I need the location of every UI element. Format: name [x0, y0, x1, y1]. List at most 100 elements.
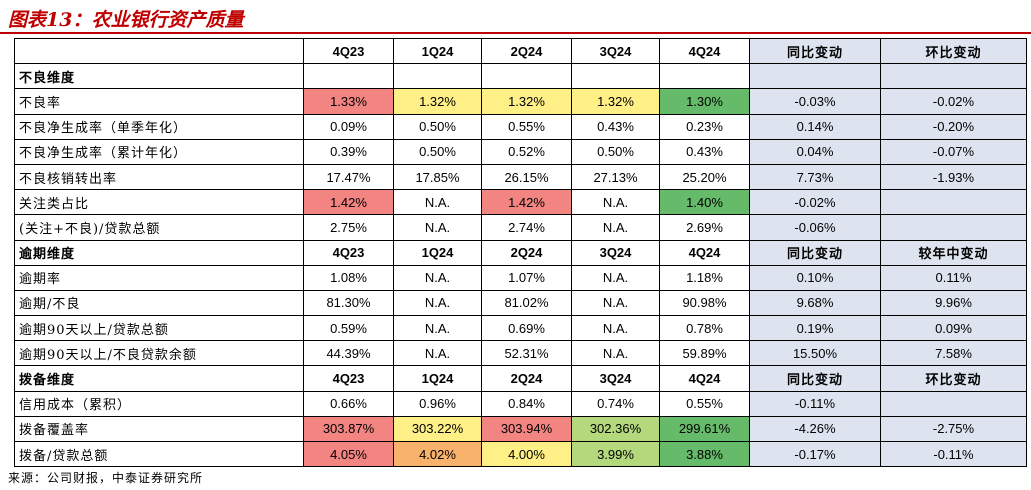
value-cell: 0.43% [571, 113, 660, 140]
value-cell: 4.02% [393, 440, 482, 468]
col-header: 4Q23 [303, 365, 394, 392]
row-label: 拨备覆盖率 [14, 415, 304, 443]
qoq-cell: -1.93% [880, 163, 1027, 191]
value-cell: 2.69% [659, 214, 750, 241]
yoy-cell: 0.10% [749, 264, 881, 291]
value-cell: N.A. [571, 289, 660, 317]
table-row: 不良率 1.33% 1.32% 1.32% 1.32% 1.30% -0.03%… [14, 88, 1027, 115]
row-label: 信用成本（累积） [14, 390, 304, 417]
table-row: 关注类占比 1.42% N.A. 1.42% N.A. 1.40% -0.02% [14, 189, 1027, 216]
value-cell: 59.89% [659, 340, 750, 367]
col-header: 4Q23 [303, 239, 394, 266]
value-cell: 303.94% [481, 415, 572, 443]
qoq-cell [880, 390, 1027, 417]
value-cell: 0.66% [303, 390, 394, 417]
value-cell: 2.75% [303, 214, 394, 241]
table-row: 不良核销转出率 17.47% 17.85% 26.15% 27.13% 25.2… [14, 163, 1027, 191]
value-cell: 0.50% [571, 138, 660, 165]
yoy-cell: 9.68% [749, 289, 881, 317]
section-label: 不良维度 [14, 63, 304, 90]
col-header: 1Q24 [393, 239, 482, 266]
value-cell: 0.74% [571, 390, 660, 417]
value-cell: N.A. [571, 315, 660, 342]
table-row: 拨备/贷款总额 4.05% 4.02% 4.00% 3.99% 3.88% -0… [14, 440, 1027, 468]
row-label: 逾期率 [14, 264, 304, 291]
col-header: 4Q24 [659, 37, 750, 65]
row-label: (关注+不良)/贷款总额 [14, 214, 304, 241]
value-cell: 0.50% [393, 138, 482, 165]
value-cell: 17.47% [303, 163, 394, 191]
col-header: 1Q24 [393, 365, 482, 392]
yoy-cell: -4.26% [749, 415, 881, 443]
qoq-cell: -0.20% [880, 113, 1027, 140]
row-label: 逾期/不良 [14, 289, 304, 317]
yoy-cell: 0.19% [749, 315, 881, 342]
value-cell: 1.18% [659, 264, 750, 291]
value-cell: 0.09% [303, 113, 394, 140]
value-cell: 26.15% [481, 163, 572, 191]
qoq-cell: 9.96% [880, 289, 1027, 317]
header-row: 4Q23 1Q24 2Q24 3Q24 4Q24 同比变动 环比变动 [14, 37, 1027, 65]
section-label: 拨备维度 [14, 365, 304, 392]
header-corner [14, 37, 304, 65]
value-cell: 1.42% [303, 189, 394, 216]
qoq-cell: -0.07% [880, 138, 1027, 165]
value-cell: 0.39% [303, 138, 394, 165]
yoy-cell: -0.06% [749, 214, 881, 241]
col-header: 3Q24 [571, 37, 660, 65]
value-cell: 0.50% [393, 113, 482, 140]
value-cell: 0.78% [659, 315, 750, 342]
col-header-qoq: 环比变动 [880, 37, 1027, 65]
value-cell: N.A. [571, 189, 660, 216]
table-row: 信用成本（累积） 0.66% 0.96% 0.84% 0.74% 0.55% -… [14, 390, 1027, 417]
value-cell: 1.30% [659, 88, 750, 115]
col-header: 4Q24 [659, 365, 750, 392]
col-header: 4Q24 [659, 239, 750, 266]
col-header: 1Q24 [393, 37, 482, 65]
value-cell: 1.40% [659, 189, 750, 216]
qoq-cell: -2.75% [880, 415, 1027, 443]
value-cell: 81.30% [303, 289, 394, 317]
col-header-ytd: 较年中变动 [880, 239, 1027, 266]
col-header: 3Q24 [571, 365, 660, 392]
row-label: 逾期90天以上/贷款总额 [14, 315, 304, 342]
yoy-cell: 15.50% [749, 340, 881, 367]
value-cell: 1.42% [481, 189, 572, 216]
value-cell: 0.59% [303, 315, 394, 342]
row-label: 不良率 [14, 88, 304, 115]
value-cell: 1.32% [571, 88, 660, 115]
col-header-qoq: 环比变动 [880, 365, 1027, 392]
value-cell: 1.08% [303, 264, 394, 291]
value-cell: 303.87% [303, 415, 394, 443]
row-label: 逾期90天以上/不良贷款余额 [14, 340, 304, 367]
yoy-cell: -0.02% [749, 189, 881, 216]
col-header: 2Q24 [481, 365, 572, 392]
value-cell: N.A. [393, 264, 482, 291]
value-cell: N.A. [393, 214, 482, 241]
value-cell: 81.02% [481, 289, 572, 317]
asset-quality-table: 4Q23 1Q24 2Q24 3Q24 4Q24 同比变动 环比变动 不良维度 … [14, 37, 1027, 468]
qoq-cell: -0.11% [880, 440, 1027, 468]
col-header-yoy: 同比变动 [749, 365, 881, 392]
table-row: 不良净生成率（累计年化） 0.39% 0.50% 0.52% 0.50% 0.4… [14, 138, 1027, 165]
col-header: 4Q23 [303, 37, 394, 65]
col-header-yoy: 同比变动 [749, 239, 881, 266]
yoy-cell: -0.03% [749, 88, 881, 115]
value-cell: N.A. [393, 315, 482, 342]
table-row: 逾期/不良 81.30% N.A. 81.02% N.A. 90.98% 9.6… [14, 289, 1027, 317]
col-header: 2Q24 [481, 239, 572, 266]
value-cell: 0.84% [481, 390, 572, 417]
qoq-cell [880, 189, 1027, 216]
row-label: 拨备/贷款总额 [14, 440, 304, 468]
qoq-cell: 7.58% [880, 340, 1027, 367]
value-cell: 4.05% [303, 440, 394, 468]
section-row-npl: 不良维度 [14, 63, 1027, 90]
section-row-overdue: 逾期维度 4Q23 1Q24 2Q24 3Q24 4Q24 同比变动 较年中变动 [14, 239, 1027, 266]
qoq-cell [880, 214, 1027, 241]
section-row-provision: 拨备维度 4Q23 1Q24 2Q24 3Q24 4Q24 同比变动 环比变动 [14, 365, 1027, 392]
value-cell: 90.98% [659, 289, 750, 317]
table-row: (关注+不良)/贷款总额 2.75% N.A. 2.74% N.A. 2.69%… [14, 214, 1027, 241]
qoq-cell: 0.11% [880, 264, 1027, 291]
value-cell: 1.32% [481, 88, 572, 115]
row-label: 不良净生成率（单季年化） [14, 113, 304, 140]
